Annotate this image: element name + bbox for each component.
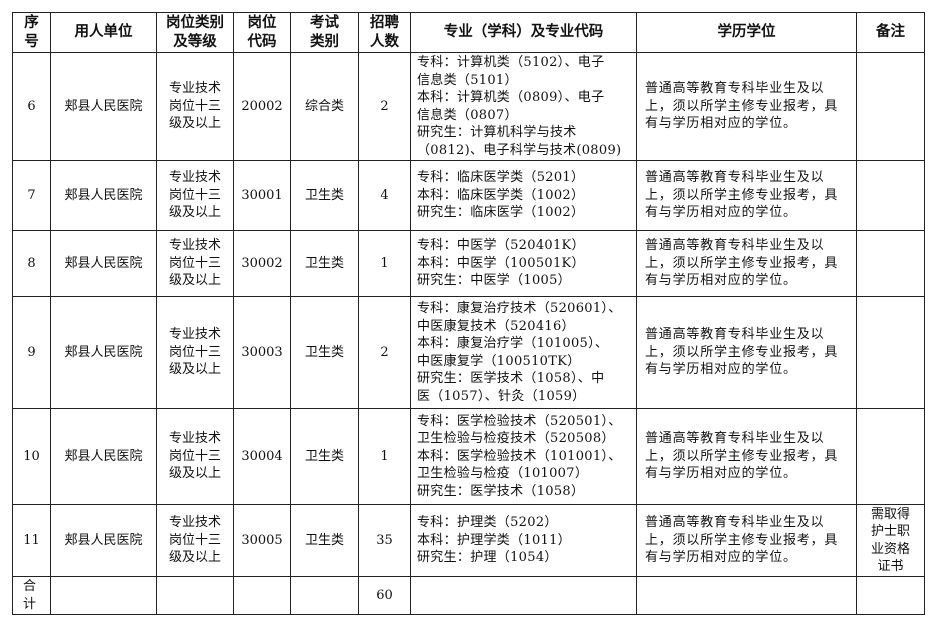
cell-no: 9: [12, 296, 51, 409]
cell-level: 专业技术 岗位十三 级及以上: [156, 52, 234, 161]
cell-exam: 卫生类: [290, 160, 359, 231]
cell-edu: 普通高等教育专科毕业生及以 上，须以所学主修专业报考，具 有与学历相对应的学位。: [636, 160, 857, 231]
cell-exam: 卫生类: [290, 296, 359, 409]
cell-edu: 普通高等教育专科毕业生及以 上，须以所学主修专业报考，具 有与学历相对应的学位。: [636, 230, 857, 297]
cell-note: [856, 52, 925, 161]
table-row: 9 郏县人民医院 专业技术 岗位十三 级及以上 30003 卫生类 2 专科：康复治疗技术（…: [12, 296, 925, 409]
empty-cell: [410, 576, 637, 615]
cell-edu: 普通高等教育专科毕业生及以 上，须以所学主修专业报考，具 有与学历相对应的学位。: [636, 52, 857, 161]
cell-major: 专科：康复治疗技术（520601）、 中医康复技术（520416） 本科：康复治…: [410, 296, 637, 409]
cell-code: 20002: [233, 52, 291, 161]
total-row: 合 计 60: [12, 576, 925, 615]
cell-count: 2: [358, 52, 411, 161]
cell-count: 1: [358, 230, 411, 297]
cell-no: 6: [12, 52, 51, 161]
cell-note: [856, 230, 925, 297]
cell-no: 7: [12, 160, 51, 231]
table-row: 11 郏县人民医院 专业技术 岗位十三 级及以上 30005 卫生类 35 专科：护理类（5…: [12, 504, 925, 577]
cell-exam: 卫生类: [290, 504, 359, 577]
cell-major: 专科：计算机类（5102）、电子 信息类（5101） 本科：计算机类（0809）…: [410, 52, 637, 161]
header-code: 岗位 代码: [233, 12, 291, 53]
cell-unit: 郏县人民医院: [50, 230, 157, 297]
total-label: 合 计: [12, 576, 51, 615]
cell-exam: 综合类: [290, 52, 359, 161]
cell-note: [856, 160, 925, 231]
header-major: 专业（学科）及专业代码: [410, 12, 637, 53]
cell-unit: 郏县人民医院: [50, 160, 157, 231]
empty-cell: [856, 576, 925, 615]
cell-count: 2: [358, 296, 411, 409]
table-row: 8 郏县人民医院 专业技术 岗位十三 级及以上 30002 卫生类 1 专科：中医学（520…: [12, 230, 925, 297]
cell-unit: 郏县人民医院: [50, 52, 157, 161]
cell-count: 35: [358, 504, 411, 577]
header-unit: 用人单位: [50, 12, 157, 53]
cell-level: 专业技术 岗位十三 级及以上: [156, 160, 234, 231]
header-exam: 考试 类别: [290, 12, 359, 53]
empty-cell: [636, 576, 857, 615]
cell-edu: 普通高等教育专科毕业生及以 上，须以所学主修专业报考，具 有与学历相对应的学位。: [636, 504, 857, 577]
cell-unit: 郏县人民医院: [50, 504, 157, 577]
cell-edu: 普通高等教育专科毕业生及以 上，须以所学主修专业报考，具 有与学历相对应的学位。: [636, 408, 857, 505]
total-count: 60: [358, 576, 411, 615]
cell-code: 30004: [233, 408, 291, 505]
cell-major: 专科：临床医学类（5201） 本科：临床医学类（1002） 研究生：临床医学（1…: [410, 160, 637, 231]
header-row: 序 号 用人单位 岗位类别 及等级 岗位 代码 考试 类别 招聘 人数 专业（学…: [12, 12, 925, 53]
cell-major: 专科：中医学（520401K） 本科：中医学（100501K） 研究生：中医学（…: [410, 230, 637, 297]
cell-level: 专业技术 岗位十三 级及以上: [156, 504, 234, 577]
cell-code: 30005: [233, 504, 291, 577]
cell-note: 需取得 护士职 业资格 证书: [856, 504, 925, 577]
cell-note: [856, 408, 925, 505]
cell-code: 30003: [233, 296, 291, 409]
header-note: 备注: [856, 12, 925, 53]
cell-edu: 普通高等教育专科毕业生及以 上，须以所学主修专业报考，具 有与学历相对应的学位。: [636, 296, 857, 409]
empty-cell: [290, 576, 359, 615]
recruitment-table: 序 号 用人单位 岗位类别 及等级 岗位 代码 考试 类别 招聘 人数 专业（学…: [12, 12, 925, 615]
cell-level: 专业技术 岗位十三 级及以上: [156, 296, 234, 409]
cell-count: 4: [358, 160, 411, 231]
header-education: 学历学位: [636, 12, 857, 53]
cell-level: 专业技术 岗位十三 级及以上: [156, 230, 234, 297]
cell-count: 1: [358, 408, 411, 505]
cell-no: 11: [12, 504, 51, 577]
cell-major: 专科：医学检验技术（520501）、 卫生检验与检疫技术（520508） 本科：…: [410, 408, 637, 505]
empty-cell: [50, 576, 157, 615]
header-no: 序 号: [12, 12, 51, 53]
cell-unit: 郏县人民医院: [50, 296, 157, 409]
cell-level: 专业技术 岗位十三 级及以上: [156, 408, 234, 505]
table-row: 10 郏县人民医院 专业技术 岗位十三 级及以上 30004 卫生类 1 专科：医学检验技术…: [12, 408, 925, 505]
cell-no: 10: [12, 408, 51, 505]
empty-cell: [156, 576, 234, 615]
table-row: 6 郏县人民医院 专业技术 岗位十三 级及以上 20002 综合类 2 专科：计算机类（51…: [12, 52, 925, 161]
cell-code: 30001: [233, 160, 291, 231]
cell-exam: 卫生类: [290, 230, 359, 297]
empty-cell: [233, 576, 291, 615]
cell-major: 专科：护理类（5202） 本科：护理学类（1011） 研究生：护理（1054）: [410, 504, 637, 577]
header-count: 招聘 人数: [358, 12, 411, 53]
table-row: 7 郏县人民医院 专业技术 岗位十三 级及以上 30001 卫生类 4 专科：临床医学类（5…: [12, 160, 925, 231]
cell-unit: 郏县人民医院: [50, 408, 157, 505]
cell-no: 8: [12, 230, 51, 297]
cell-exam: 卫生类: [290, 408, 359, 505]
header-level: 岗位类别 及等级: [156, 12, 234, 53]
cell-code: 30002: [233, 230, 291, 297]
cell-note: [856, 296, 925, 409]
